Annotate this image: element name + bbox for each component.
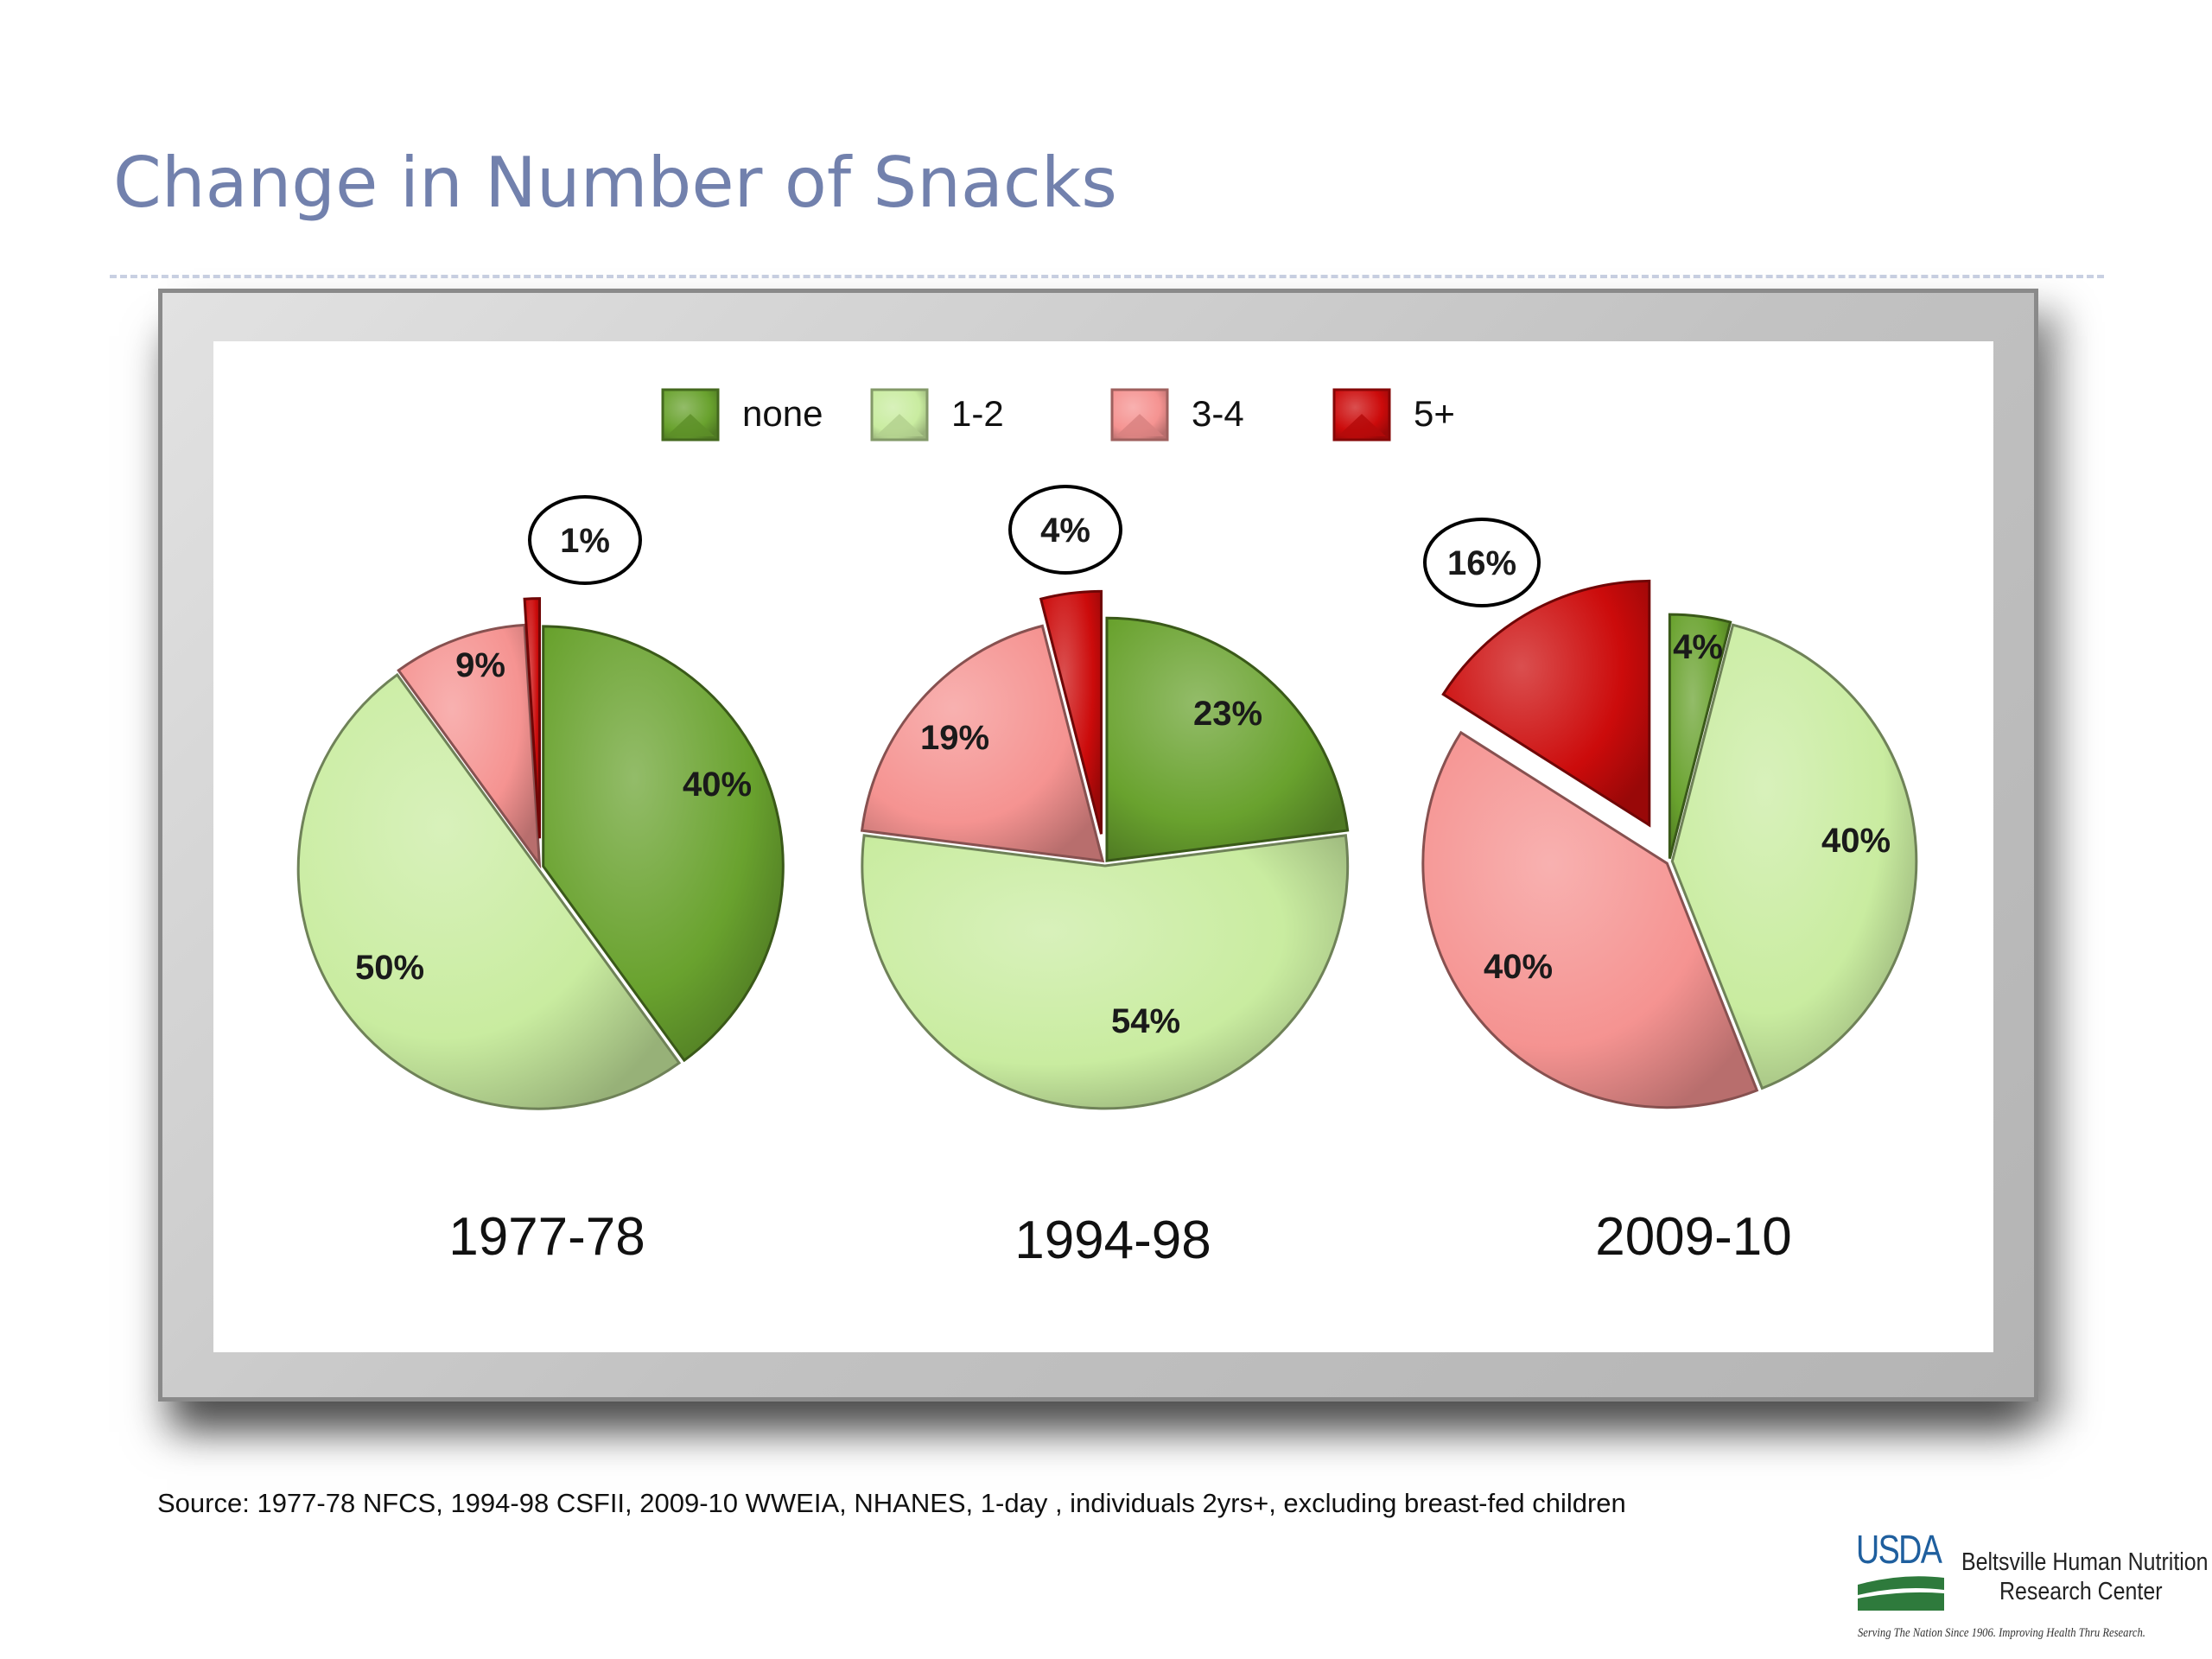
legend-swatch-facet xyxy=(875,414,924,436)
pie-slice-2009-10-none xyxy=(1668,613,1732,860)
logo-usda-text: USDA xyxy=(1856,1527,1942,1572)
logo-name-line2: Research Center xyxy=(1999,1578,2163,1605)
legend-label-3-4: 3-4 xyxy=(1192,393,1244,434)
data-label-2009-10-5plus: 16% xyxy=(1447,544,1516,582)
pie-slice-2009-10-5plus xyxy=(1441,579,1651,828)
pie-slice-1977-78-5plus xyxy=(523,597,541,839)
pie-slice-2009-10-1-2 xyxy=(1670,623,1918,1090)
legend-item-none: none xyxy=(661,388,823,442)
data-label-1977-78-3-4: 9% xyxy=(455,646,505,684)
logo-name-line1: Beltsville Human Nutrition xyxy=(1961,1548,2209,1576)
usda-emblem xyxy=(1858,1576,1944,1611)
pie-year-label-1977-78: 1977-78 xyxy=(448,1207,645,1267)
pie-slice-1994-98-3-4 xyxy=(860,624,1105,863)
data-label-2009-10-3-4: 40% xyxy=(1484,948,1553,986)
legend-swatch-facet xyxy=(1338,414,1386,436)
pie-1994-98: 23% 54% 19% 4% 1994-98 xyxy=(860,485,1350,1270)
data-label-1977-78-1-2: 50% xyxy=(355,949,424,987)
chart-frame: none 1-2 3-4 5+ 40% 50% 9% 1% 1977-78 23% 54% 19% 4… xyxy=(158,289,2038,1402)
usda-logo: USDA Beltsville Human Nutrition Research… xyxy=(1854,1524,2210,1659)
pie-group: 40% 50% 9% 1% 1977-78 23% 54% 19% 4% 1994-98 4% 40%… xyxy=(297,485,1918,1270)
data-label-2009-10-none: 4% xyxy=(1673,628,1723,666)
pie-chart-panel: none 1-2 3-4 5+ 40%50%9%1%1977-7823%54%19%4… xyxy=(213,341,1993,1352)
pie-slice-1977-78-3-4 xyxy=(397,623,542,869)
legend-swatch-facet xyxy=(1116,414,1164,436)
legend-item-1-2: 1-2 xyxy=(870,388,1004,442)
pie-year-label-2009-10: 2009-10 xyxy=(1595,1207,1792,1267)
data-label-1994-98-5plus: 4% xyxy=(1040,512,1090,550)
pie-slice-1977-78-1-2 xyxy=(297,672,682,1110)
pie-slice-2009-10-3-4 xyxy=(1421,730,1759,1109)
data-label-2009-10-1-2: 40% xyxy=(1821,822,1891,860)
data-label-1977-78-none: 40% xyxy=(683,766,752,804)
legend-label-1-2: 1-2 xyxy=(951,393,1004,434)
pie-slice-1994-98-5plus xyxy=(1039,589,1103,835)
legend-item-3-4: 3-4 xyxy=(1110,388,1244,442)
pie-1977-78: 40% 50% 9% 1% 1977-78 xyxy=(297,495,785,1267)
pie-slice-1994-98-none xyxy=(1105,616,1350,862)
callout-ellipse-2009-10 xyxy=(1423,518,1541,607)
data-label-1977-78-5plus: 1% xyxy=(560,522,610,560)
callout-ellipse-1977-78 xyxy=(528,495,642,585)
chart-legend: none 1-2 3-4 5+ xyxy=(661,388,1455,442)
pie-slice-1994-98-1-2 xyxy=(861,834,1350,1110)
data-label-1994-98-1-2: 54% xyxy=(1111,1002,1180,1040)
title-divider xyxy=(110,275,2104,278)
legend-label-none: none xyxy=(742,393,823,434)
legend-item-5plus: 5+ xyxy=(1332,388,1455,442)
pie-2009-10: 4% 40% 40% 16% 2009-10 xyxy=(1421,518,1918,1267)
data-label-1994-98-none: 23% xyxy=(1193,695,1262,733)
callout-ellipse-1994-98 xyxy=(1008,485,1122,575)
legend-swatch-facet xyxy=(666,414,715,436)
pie-slice-1977-78-none xyxy=(542,625,785,1063)
data-label-1994-98-3-4: 19% xyxy=(920,719,989,757)
logo-tagline: Serving The Nation Since 1906. Improving… xyxy=(1858,1626,2145,1640)
slide-title: Change in Number of Snacks xyxy=(113,143,1117,223)
pie-year-label-1994-98: 1994-98 xyxy=(1014,1211,1211,1270)
legend-label-5plus: 5+ xyxy=(1414,393,1455,434)
source-note: Source: 1977-78 NFCS, 1994-98 CSFII, 200… xyxy=(157,1488,1626,1518)
